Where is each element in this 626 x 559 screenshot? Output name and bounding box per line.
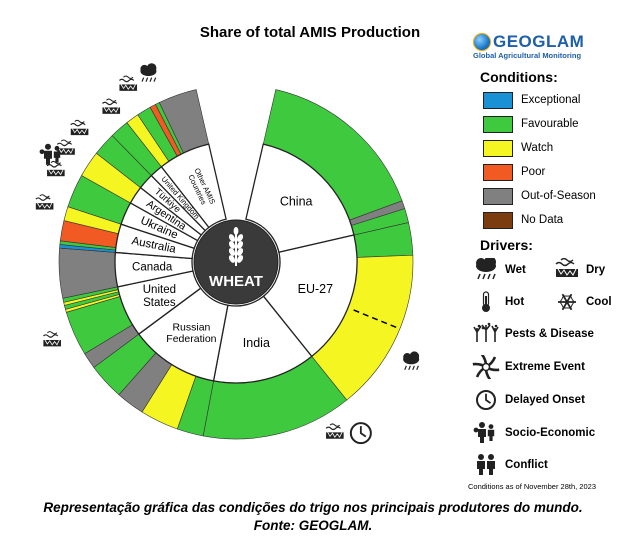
center-label: WHEAT xyxy=(209,273,263,290)
legend-driver-label: Extreme Event xyxy=(505,361,585,373)
dry-icon xyxy=(555,258,578,277)
country-label-3: Russian Federation xyxy=(166,321,216,345)
legend-label: Poor xyxy=(521,166,546,178)
legend-driver-label: Delayed Onset xyxy=(505,394,585,406)
country-label-4: United States xyxy=(143,284,176,309)
driver-marker-dry-1 xyxy=(102,98,121,114)
legend-label: Exceptional xyxy=(521,94,581,106)
legend-driver-pests-disease: Pests & Disease xyxy=(472,322,594,346)
drivers-heading: Drivers: xyxy=(480,237,533,253)
logo-subtitle: Global Agricultural Monitoring xyxy=(473,51,582,60)
conditions-legend: Exceptional Favourable Watch Poor Out-of-Sea… xyxy=(483,88,613,232)
legend-label: No Data xyxy=(521,214,564,226)
conflict-icon xyxy=(477,454,495,475)
legend-driver-label: Socio-Economic xyxy=(505,427,596,439)
legend-swatch xyxy=(483,139,513,157)
chart-title: Share of total AMIS Production xyxy=(199,24,421,41)
figure-caption: Representação gráfica das condições do t… xyxy=(0,499,626,535)
legend-driver-wet: Wet xyxy=(472,258,526,282)
legend-driver-delayed-onset: Delayed Onset xyxy=(472,388,585,412)
driver-marker-socio-economic-9 xyxy=(39,143,61,165)
geoglam-logo: GEOGLAM Global Agricultural Monitoring xyxy=(473,32,613,60)
logo-name: GEOGLAM xyxy=(493,32,585,51)
country-segment-2 xyxy=(212,295,313,384)
svg-text:India: India xyxy=(243,336,270,350)
legend-driver-label: Cool xyxy=(586,296,612,308)
legend-swatch xyxy=(483,163,513,181)
driver-markers xyxy=(35,63,420,445)
legend-condition-favourable: Favourable xyxy=(483,112,613,136)
wheat-icon xyxy=(228,227,244,266)
legend-label: Watch xyxy=(521,142,554,154)
wheat-center: WHEAT xyxy=(193,219,279,305)
legend-condition-watch: Watch xyxy=(483,136,613,160)
country-segment-1 xyxy=(262,234,358,358)
caption-line-1: Representação gráfica das condições do t… xyxy=(43,500,583,515)
eu27-dashed-divider xyxy=(353,309,397,329)
legend-driver-extreme-event: Extreme Event xyxy=(472,355,585,379)
legend-swatch xyxy=(483,91,513,109)
country-segment-11 xyxy=(160,143,227,229)
country-label-0: China xyxy=(280,194,313,208)
driver-marker-dry-2 xyxy=(35,194,54,210)
legend-condition-out-of-season: Out-of-Season xyxy=(483,184,613,208)
legend-driver-dry: Dry xyxy=(553,258,605,282)
cool-icon xyxy=(558,293,576,311)
driver-marker-wet-8 xyxy=(403,351,420,371)
legend-condition-no-data: No Data xyxy=(483,208,613,232)
legend-driver-label: Conflict xyxy=(505,459,548,471)
driver-marker-dry-4 xyxy=(56,139,75,155)
as-of-date: Conditions as of November 28th, 2023 xyxy=(468,482,596,491)
extreme-event-icon xyxy=(472,355,500,379)
socio-economic-icon xyxy=(473,422,495,443)
legend-driver-hot: Hot xyxy=(472,290,524,314)
hot-icon xyxy=(482,291,490,312)
driver-marker-dry-5 xyxy=(70,119,89,136)
legend-driver-label: Pests & Disease xyxy=(505,328,594,340)
driver-marker-dry-0 xyxy=(42,331,61,347)
country-segment-0 xyxy=(245,143,355,253)
legend-condition-exceptional: Exceptional xyxy=(483,88,613,112)
legend-driver-conflict: Conflict xyxy=(472,453,548,477)
globe-icon xyxy=(473,33,491,51)
caption-line-2: Fonte: GEOGLAM. xyxy=(253,518,373,533)
legend-label: Out-of-Season xyxy=(521,190,596,202)
driver-marker-dry-6 xyxy=(119,75,138,91)
country-ring xyxy=(114,143,358,384)
svg-text:EU-27: EU-27 xyxy=(298,282,333,296)
svg-text:China: China xyxy=(280,194,313,208)
wheat-condition-chart: China EU-27 India Russian Federation United St… xyxy=(35,63,420,445)
wet-icon xyxy=(476,258,496,280)
driver-marker-delayed-onset-10 xyxy=(325,422,372,445)
legend-driver-label: Dry xyxy=(586,264,606,276)
legend-driver-socio-economic: Socio-Economic xyxy=(472,421,595,445)
conditions-heading: Conditions: xyxy=(480,69,558,85)
driver-marker-wet-7 xyxy=(140,63,157,82)
legend-driver-label: Wet xyxy=(505,264,526,276)
legend-condition-poor: Poor xyxy=(483,160,613,184)
country-label-5: Canada xyxy=(132,261,173,273)
country-label-2: India xyxy=(243,336,270,350)
delayed-onset-icon xyxy=(476,390,496,410)
legend-driver-cool: Cool xyxy=(553,290,612,314)
legend-swatch xyxy=(483,115,513,133)
legend-swatch xyxy=(483,187,513,205)
svg-text:Canada: Canada xyxy=(132,261,173,273)
legend-driver-label: Hot xyxy=(505,296,525,308)
pests-icon xyxy=(473,322,499,342)
legend-swatch xyxy=(483,211,513,229)
country-label-1: EU-27 xyxy=(298,282,333,296)
legend-label: Favourable xyxy=(521,118,579,130)
